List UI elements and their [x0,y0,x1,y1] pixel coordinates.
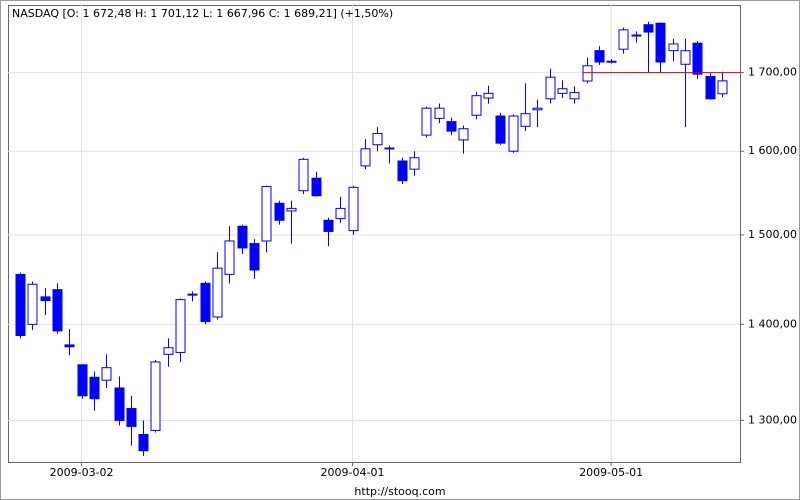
candle-body-up [545,76,556,100]
candle-body-down [274,202,285,221]
candle-body-down [64,344,75,348]
candle-body-up [569,92,580,100]
y-tick-label: 1 400,00 [748,317,797,330]
candle-body-up [224,240,235,275]
candle-body-up [680,50,691,65]
y-tick-label: 1 500,00 [748,228,797,241]
candle-body-down [323,219,334,232]
candle-body-up [261,186,272,242]
candle-body-down [705,75,716,100]
y-tick-label: 1 300,00 [748,413,797,426]
candle-body-up [335,207,346,220]
candle-body-down [397,160,408,182]
candle-body-up [212,267,223,318]
candle-body-down [655,22,666,63]
candle-body-down [249,243,260,271]
candle-body-down [89,376,100,400]
candle-body-down [77,364,88,397]
y-tick-label: 1 600,00 [748,144,797,157]
candle-body-down [40,296,51,301]
chart-title: NASDAQ [O: 1 672,48 H: 1 701,12 L: 1 667… [12,7,393,20]
candle-body-down [311,177,322,197]
candle-body-down [52,289,63,332]
candle-body-up [360,148,371,167]
source: http://stooq.com [354,485,445,498]
x-tick-label: 2009-03-02 [50,466,114,479]
candle-body-up [421,107,432,136]
candle-body-down [606,60,617,63]
candle-body-up [458,128,469,141]
x-tick-label: 2009-04-01 [321,466,385,479]
candle-body-up [668,43,679,52]
candle-body-down [384,147,395,150]
candle-body-up [286,207,297,212]
candle-body-down [200,282,211,323]
candle-body-down [495,115,506,144]
candle-body-up [520,113,531,127]
candle-body-up [717,80,728,95]
x-tick-label: 2009-05-01 [579,466,643,479]
candle-body-up [298,158,309,192]
candle-body-up [187,293,198,296]
candle-body-up [532,107,543,111]
candle-body-down [15,273,26,337]
candle-body-down [114,387,125,421]
candle-body-down [138,433,149,452]
candle-body-up [372,133,383,146]
candle-body-up [27,283,38,325]
candle-body-down [692,42,703,75]
candle-body-up [348,186,359,232]
y-tick-label: 1 700,00 [748,66,797,79]
plot-area [8,5,741,463]
candle-body-up [163,347,174,355]
candle-body-up [101,367,112,381]
candle-body-down [594,50,605,63]
candle-body-up [483,92,494,99]
candle-body-up [582,65,593,82]
candle-body-down [237,225,248,249]
candle-body-up [508,115,519,152]
candle-body-down [643,24,654,33]
candle-body-up [631,34,642,37]
candle-body-up [150,361,161,431]
candle-body-up [409,157,420,170]
candle-body-up [434,107,445,119]
candle-body-down [126,408,137,427]
candle-body-down [446,121,457,132]
candle-body-up [557,88,568,94]
candle-body-up [175,299,186,353]
candle-body-up [618,29,629,50]
candle-body-up [471,95,482,116]
